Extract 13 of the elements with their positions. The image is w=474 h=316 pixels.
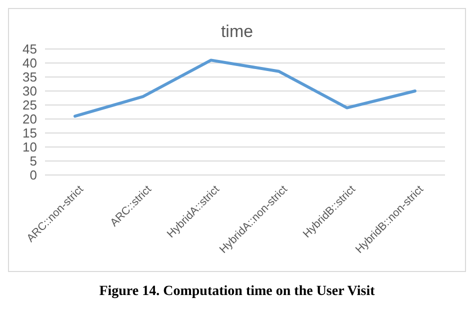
- y-tick-label: 10: [22, 140, 37, 155]
- y-tick-label: 5: [30, 154, 37, 169]
- y-tick-label: 30: [22, 84, 37, 99]
- y-tick-label: 25: [22, 98, 37, 113]
- y-tick-label: 35: [22, 70, 37, 85]
- y-tick-label: 15: [22, 126, 37, 141]
- chart-title: time: [220, 21, 254, 43]
- y-tick-label: 45: [22, 42, 37, 57]
- line-series: [74, 58, 416, 118]
- y-tick-label: 20: [22, 112, 37, 127]
- y-tick-label: 40: [22, 56, 37, 71]
- y-tick-label: 0: [30, 168, 37, 183]
- caption: Figure 14. Computation time on the User Visit: [98, 284, 376, 300]
